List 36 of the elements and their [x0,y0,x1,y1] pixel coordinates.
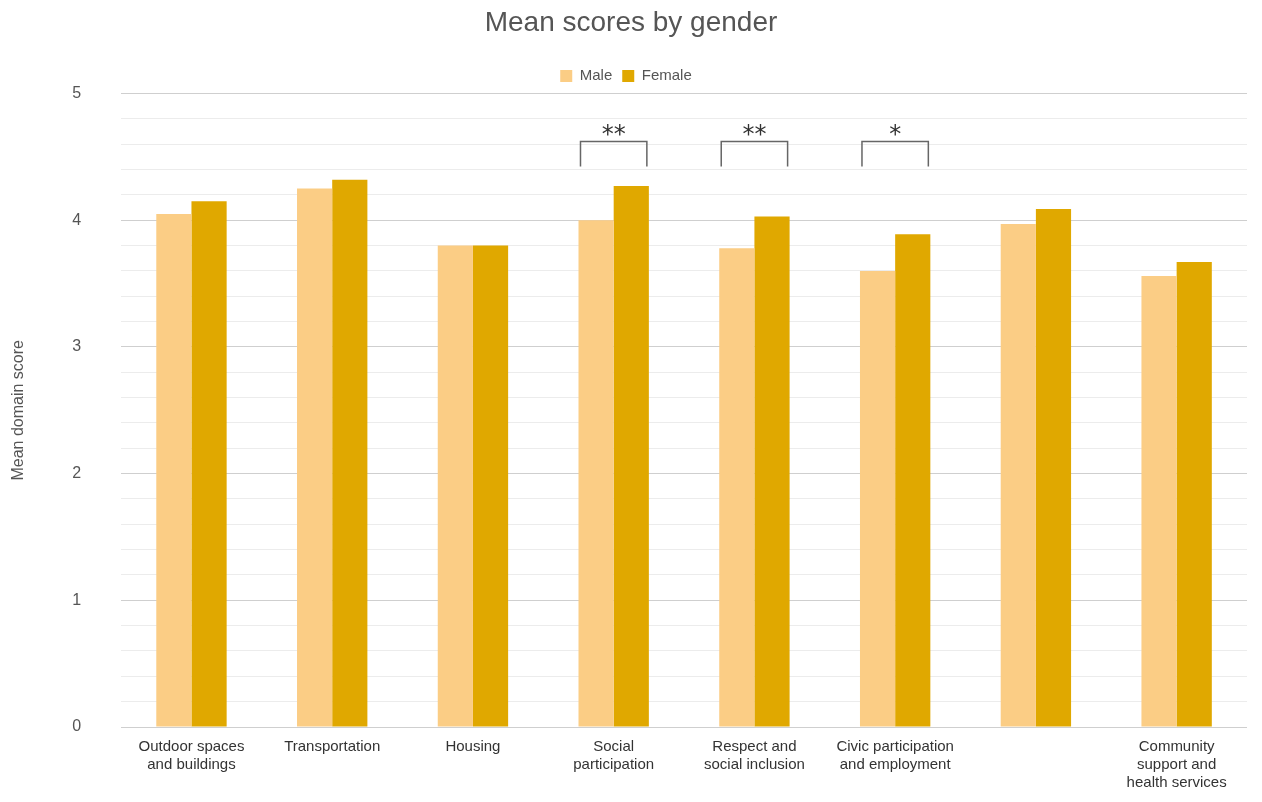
x-tick-label: Civic participation and employment [836,737,954,773]
bar [437,245,473,727]
annotation: ** [601,119,626,148]
y-tick-label: 2 [72,464,82,482]
y-tick-label: 4 [72,210,82,228]
y-tick-label: 3 [72,337,82,355]
x-tick-label: Social participation [573,737,655,773]
bar [1176,262,1212,727]
x-tick-label: Community support and health services [1126,737,1227,791]
bar [578,220,614,727]
annotation: * [889,119,902,148]
x-tick-label: Housing [445,737,501,755]
annotation: ** [742,119,767,148]
x-tick-label: Respect and social inclusion [703,737,805,773]
bar [754,216,790,727]
bar [613,186,649,727]
bar [472,245,509,727]
bar [895,234,931,727]
bar [332,179,368,727]
bar [156,213,192,727]
y-axis-title: Mean domain score [9,339,27,481]
bar [297,188,333,727]
y-tick-label: 1 [72,590,82,608]
bar [1000,224,1036,727]
bar [859,270,896,727]
bar [191,201,227,727]
x-tick-label: Outdoor spaces and buildings [138,737,245,773]
x-tick-label: Transportation [284,737,381,755]
bar [719,248,755,727]
y-tick-label: 0 [72,717,82,735]
chart-title: Mean scores by gender [483,6,779,39]
bar [1035,208,1072,727]
bar [1141,276,1177,727]
y-tick-label: 5 [72,84,82,102]
legend-label: Female [641,66,692,84]
legend-label: Male [579,66,613,84]
